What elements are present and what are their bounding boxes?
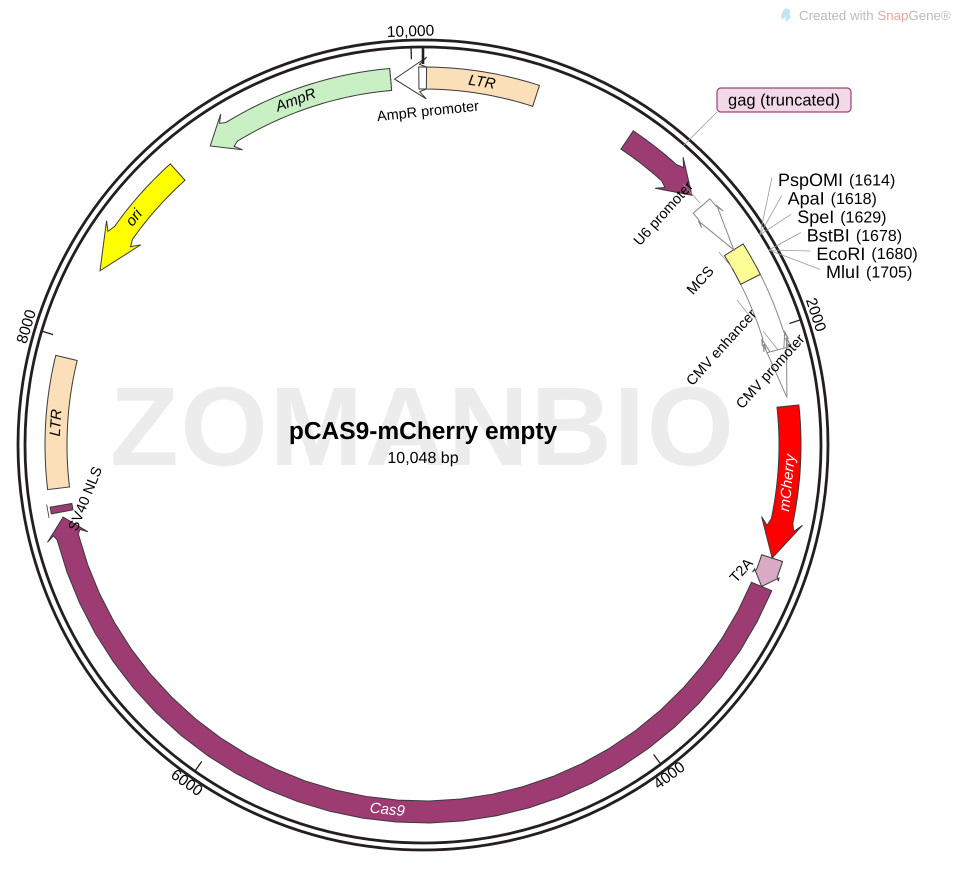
svg-text:10,000: 10,000 [387,23,435,41]
svg-text:LTR: LTR [47,408,66,436]
svg-text:AmpR promoter: AmpR promoter [376,99,480,126]
svg-text:ApaI: ApaI [788,189,825,209]
svg-text:SpeI: SpeI [797,207,834,227]
svg-text:10,048 bp: 10,048 bp [387,450,458,467]
svg-text:Gene®: Gene® [908,8,951,23]
svg-text:(1629): (1629) [840,209,886,226]
svg-text:BstBI: BstBI [807,225,850,245]
svg-text:Snap: Snap [877,8,908,23]
svg-text:(1618): (1618) [831,191,877,208]
svg-text:SV40 NLS: SV40 NLS [66,465,106,534]
svg-text:(1705): (1705) [866,265,912,282]
svg-text:Created with: Created with [799,8,877,23]
svg-text:(1678): (1678) [856,228,902,245]
svg-text:4000: 4000 [651,759,689,793]
svg-text:(1680): (1680) [871,246,917,263]
svg-text:EcoRI: EcoRI [816,244,865,264]
svg-text:6000: 6000 [168,766,206,800]
svg-text:(1614): (1614) [849,173,895,190]
svg-text:gag (truncated): gag (truncated) [728,91,840,109]
svg-text:MCS: MCS [684,264,717,299]
svg-text:pCAS9-mCherry empty: pCAS9-mCherry empty [289,418,558,445]
svg-text:MluI: MluI [826,262,860,282]
svg-text:T2A: T2A [727,555,757,586]
svg-text:PspOMI: PspOMI [778,170,843,190]
svg-text:Cas9: Cas9 [369,800,406,820]
